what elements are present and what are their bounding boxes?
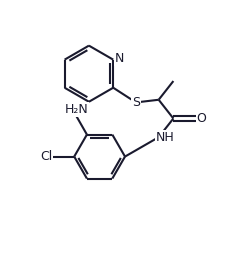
Text: N: N	[115, 52, 125, 65]
Text: H₂N: H₂N	[64, 103, 88, 116]
Text: Cl: Cl	[40, 150, 52, 163]
Text: NH: NH	[156, 131, 175, 144]
Text: S: S	[132, 96, 140, 109]
Text: O: O	[197, 112, 206, 125]
